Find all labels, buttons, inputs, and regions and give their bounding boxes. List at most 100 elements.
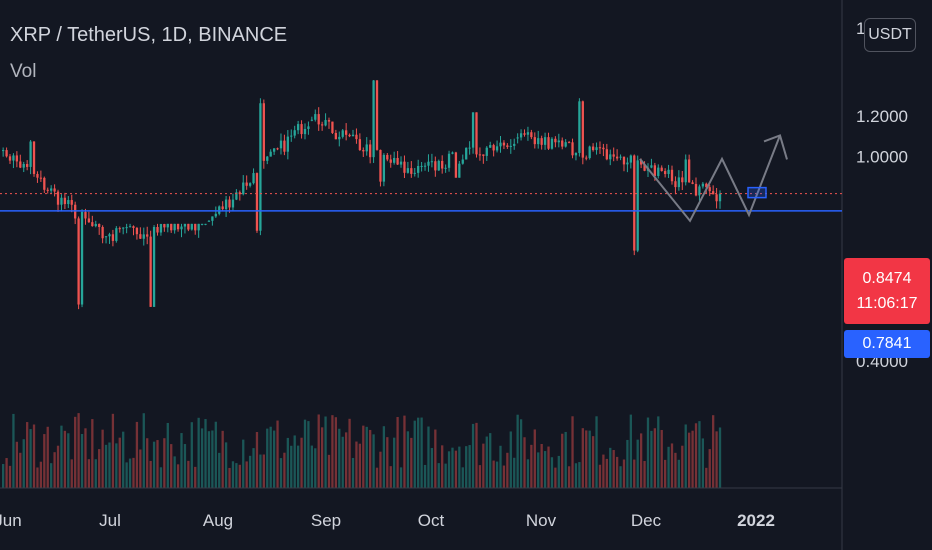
candle-body <box>674 181 677 188</box>
candle-body <box>657 167 660 176</box>
volume-bar <box>118 437 121 488</box>
candle-body <box>598 147 602 149</box>
candle-body <box>471 112 475 148</box>
volume-bar <box>492 460 495 488</box>
candle-body <box>200 223 204 225</box>
candle-body <box>348 134 351 137</box>
candle-body <box>509 145 512 147</box>
candle-body <box>382 154 386 182</box>
candle-body <box>56 191 60 205</box>
volume-bar <box>430 448 434 488</box>
volume-bar <box>458 446 461 488</box>
candle-body <box>139 234 142 239</box>
candle-body <box>441 160 444 169</box>
candle-body <box>478 154 482 156</box>
candle-body <box>63 197 67 205</box>
currency-button[interactable]: USDT <box>864 18 916 52</box>
candle-body <box>578 101 581 153</box>
candle-body <box>622 156 626 165</box>
volume-bar <box>255 432 259 488</box>
time-tick-label: Sep <box>311 511 341 530</box>
volume-bar <box>338 428 341 488</box>
candle-body <box>317 114 320 125</box>
candle-body <box>447 153 451 168</box>
volume-bar <box>146 438 149 488</box>
candle-body <box>526 132 530 135</box>
volume-bar <box>91 419 94 488</box>
candle-body <box>681 177 684 183</box>
candle-body <box>238 192 241 195</box>
candle-body <box>554 138 557 143</box>
volume-bar <box>115 443 118 488</box>
volume-bar <box>468 445 471 488</box>
volume-bar <box>26 422 29 488</box>
candle-body <box>389 159 392 163</box>
volume-bar <box>248 455 252 488</box>
volume-bar <box>87 459 91 488</box>
volume-bar <box>228 467 231 488</box>
candle-body <box>615 156 619 159</box>
volume-bar <box>63 430 67 488</box>
volume-bar <box>331 415 334 488</box>
candle-body <box>451 152 454 154</box>
volume-bar <box>636 439 639 488</box>
candle-body <box>149 236 152 307</box>
volume-bar <box>252 448 255 488</box>
candle-body <box>537 138 540 145</box>
volume-bar <box>561 433 564 488</box>
volume-bar <box>653 428 656 488</box>
candle-body <box>266 156 269 161</box>
volume-bar <box>108 442 111 488</box>
candle-body <box>417 165 420 173</box>
chart-legend: XRP / TetherUS, 1D, BINANCE Vol <box>10 24 287 83</box>
candle-body <box>523 133 526 135</box>
volume-bar <box>598 464 602 488</box>
candle-body <box>293 130 296 136</box>
candle-body <box>26 164 29 167</box>
volume-bar <box>495 461 499 488</box>
volume-bar <box>506 452 509 488</box>
candle-body <box>183 223 187 227</box>
volume-bar <box>674 452 677 488</box>
volume-bar <box>180 433 183 488</box>
volume-bar <box>612 450 615 488</box>
volume-bar <box>478 465 482 488</box>
volume-bar <box>22 439 25 488</box>
candle-body <box>437 160 440 171</box>
volume-bar <box>574 463 578 488</box>
candle-body <box>519 133 523 138</box>
candle-body <box>163 224 166 228</box>
volume-bar <box>585 430 588 488</box>
volume-bar <box>259 454 262 488</box>
candle-body <box>159 224 163 233</box>
candle-body <box>300 124 303 135</box>
volume-bar <box>345 432 348 488</box>
candle-body <box>8 156 12 161</box>
candle-body <box>465 147 468 160</box>
candle-body <box>221 206 224 210</box>
candle-body <box>19 161 22 168</box>
volume-bar <box>324 416 327 488</box>
volume-bar <box>591 436 595 488</box>
volume-bar <box>29 429 32 488</box>
candle-body <box>468 147 471 149</box>
candle-body <box>303 128 307 135</box>
volume-bar <box>643 461 646 488</box>
candle-body <box>135 227 139 235</box>
volume-bar <box>56 445 60 488</box>
volume-bar <box>465 446 468 488</box>
volume-bar <box>190 422 193 488</box>
candle-body <box>334 132 338 140</box>
candle-body <box>605 149 608 160</box>
volume-bar <box>406 431 410 488</box>
volume-bar <box>74 416 77 488</box>
volume-bar <box>334 417 338 488</box>
volume-bar <box>348 418 351 488</box>
volume-bar <box>142 413 145 488</box>
candle-body <box>372 80 375 158</box>
candle-body <box>506 145 509 147</box>
candle-body <box>176 223 180 230</box>
candle-body <box>128 226 132 228</box>
candle-body <box>39 177 43 179</box>
